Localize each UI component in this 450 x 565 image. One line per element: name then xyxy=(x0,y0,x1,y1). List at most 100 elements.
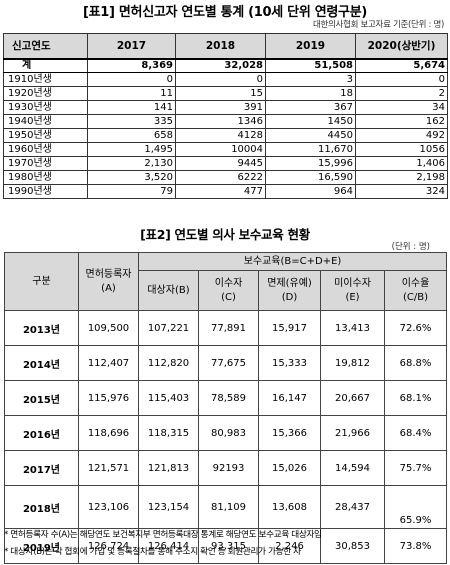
table-cell: 121,813 xyxy=(138,450,199,486)
table-cell: 4128 xyxy=(175,128,266,143)
table-cell: 335 xyxy=(87,114,176,129)
table-cell: 34 xyxy=(355,100,448,115)
table-cell: 93,315 xyxy=(198,528,259,564)
table-row: 2015년 115,976 115,403 78,589 16,147 20,6… xyxy=(4,380,448,416)
table-row: 1930년생 141 391 367 34 xyxy=(3,100,448,115)
table-cell: 78,589 xyxy=(198,380,259,416)
license-report-table: 신고연도 2017 2018 2019 2020(상반기) 계 8,369 32… xyxy=(3,33,448,199)
table-cell: 2,198 xyxy=(355,170,448,185)
continuing-education-table: 구분 면허등록자 (A) 보수교육(B=C+D+E) 대상자(B) 이수자 (C) … xyxy=(4,252,448,564)
total-label: 계 xyxy=(3,58,88,73)
table-cell: 1450 xyxy=(265,114,356,129)
table-row: 1990년생 79 477 964 324 xyxy=(3,184,448,199)
table-row: 2016년 118,696 118,315 80,983 15,366 21,9… xyxy=(4,415,448,451)
table-row: 1920년생 11 15 18 2 xyxy=(3,86,448,101)
table-cell: 115,403 xyxy=(138,380,199,416)
table-cell: 1056 xyxy=(355,142,448,157)
table-cell: 964 xyxy=(265,184,356,199)
table-cell: 3,520 xyxy=(87,170,176,185)
total-cell: 5,674 xyxy=(355,58,448,73)
table1-header-2020h1: 2020(상반기) xyxy=(355,33,448,60)
table-cell: 80,983 xyxy=(198,415,259,451)
table-cell: 11 xyxy=(87,86,176,101)
table-cell: 0 xyxy=(175,72,266,87)
table-cell: 73.8% xyxy=(383,528,448,564)
table-row: 1970년생 2,130 9445 15,996 1,406 xyxy=(3,156,448,171)
birth-decade-label: 1930년생 xyxy=(3,100,88,115)
table-cell: 112,407 xyxy=(78,345,139,381)
table2-title: [표2] 연도별 의사 보수교육 현황 xyxy=(140,227,310,242)
table2-header-row: 구분 면허등록자 (A) 보수교육(B=C+D+E) xyxy=(4,252,448,311)
birth-decade-label: 1910년생 xyxy=(3,72,88,87)
year-label: 2018년 xyxy=(4,485,79,529)
total-cell: 8,369 xyxy=(87,58,176,73)
table-row: 1980년생 3,520 6222 16,590 2,198 xyxy=(3,170,448,185)
year-label: 2015년 xyxy=(4,380,79,416)
table-cell: 15 xyxy=(175,86,266,101)
table-cell: 123,106 xyxy=(78,485,139,529)
table-cell: 3 xyxy=(265,72,356,87)
table-cell: 109,500 xyxy=(78,310,139,346)
table-cell: 68.8% xyxy=(383,345,448,381)
table-cell: 19,812 xyxy=(320,345,385,381)
table-row: 2013년 109,500 107,221 77,891 15,917 13,4… xyxy=(4,310,448,346)
table-row: 2019년 126,724 126,414 93,315 2,246 30,85… xyxy=(4,528,448,564)
header-licensed: 면허등록자 (A) xyxy=(78,252,139,311)
table-row: 1940년생 335 1346 1450 162 xyxy=(3,114,448,129)
table1-header-year: 신고연도 xyxy=(3,33,88,60)
header-completed: 이수자 (C) xyxy=(198,270,259,311)
table-row: 1910년생 0 0 3 0 xyxy=(3,72,448,87)
table1-header-2017: 2017 xyxy=(87,33,176,60)
table-cell: 28,437 xyxy=(320,485,385,529)
footnote: * 면허등록자 수(A)는 해당연도 보건복지부 면허등록대장 통계로 해당연도… xyxy=(4,530,322,540)
table1-header-row: 신고연도 2017 2018 2019 2020(상반기) xyxy=(3,33,448,60)
table2-subheader-row: 대상자(B) 이수자 (C) 면제(유예) (D) 미이수자 (E) 이수율 (C/B) xyxy=(5,270,448,311)
table-cell: 6222 xyxy=(175,170,266,185)
table-cell: 123,154 xyxy=(138,485,199,529)
year-label: 2014년 xyxy=(4,345,79,381)
table-cell: 68.4% xyxy=(383,415,448,451)
table-cell: 81,109 xyxy=(198,485,259,529)
footnotes: * 면허등록자 수(A)는 해당연도 보건복지부 면허등록대장 통계로 해당연도… xyxy=(4,527,446,561)
header-education-group: 보수교육(B=C+D+E) xyxy=(137,252,448,271)
table-cell: 107,221 xyxy=(138,310,199,346)
table-cell: 115,976 xyxy=(78,380,139,416)
table-cell: 77,675 xyxy=(198,345,259,381)
total-cell: 32,028 xyxy=(175,58,266,73)
table-cell: 16,590 xyxy=(265,170,356,185)
birth-decade-label: 1950년생 xyxy=(3,128,88,143)
table1-header-2018: 2018 xyxy=(175,33,266,60)
header-exempt: 면제(유예) (D) xyxy=(258,270,321,311)
table-row: 1950년생 658 4128 4450 492 xyxy=(3,128,448,143)
table-cell: 2,246 xyxy=(258,528,321,564)
table-cell: 13,413 xyxy=(320,310,385,346)
table-row: 1960년생 1,495 10004 11,670 1056 xyxy=(3,142,448,157)
table-cell: 112,820 xyxy=(138,345,199,381)
table-cell: 0 xyxy=(355,72,448,87)
table-cell: 9445 xyxy=(175,156,266,171)
table-cell: 20,667 xyxy=(320,380,385,416)
header-rate: 이수율 (C/B) xyxy=(383,270,448,311)
table1-title: [표1] 면허신고자 연도별 통계 (10세 단위 연령구분) xyxy=(82,5,368,20)
table-cell: 16,147 xyxy=(258,380,321,416)
table-cell: 391 xyxy=(175,100,266,115)
birth-decade-label: 1920년생 xyxy=(3,86,88,101)
birth-decade-label: 1970년생 xyxy=(3,156,88,171)
birth-decade-label: 1960년생 xyxy=(3,142,88,157)
table-cell: 492 xyxy=(355,128,448,143)
year-label: 2013년 xyxy=(4,310,79,346)
header-category: 구분 xyxy=(4,252,79,311)
table-cell: 15,333 xyxy=(258,345,321,381)
table-row: 2017년 121,571 121,813 92193 15,026 14,59… xyxy=(4,450,448,486)
table-cell: 15,026 xyxy=(258,450,321,486)
table1-header-2019: 2019 xyxy=(265,33,356,60)
table-cell: 4450 xyxy=(265,128,356,143)
table-cell: 68.1% xyxy=(383,380,448,416)
table-cell: 21,966 xyxy=(320,415,385,451)
table-cell: 15,917 xyxy=(258,310,321,346)
header-incomplete: 미이수자 (E) xyxy=(320,270,385,311)
table-cell: 2 xyxy=(355,86,448,101)
table-row: 2018년 123,106 123,154 81,109 13,608 28,4… xyxy=(4,485,448,529)
table1-source: 대한의사협회 보고자료 기준(단위 : 명) xyxy=(312,20,444,30)
year-label: 2017년 xyxy=(4,450,79,486)
